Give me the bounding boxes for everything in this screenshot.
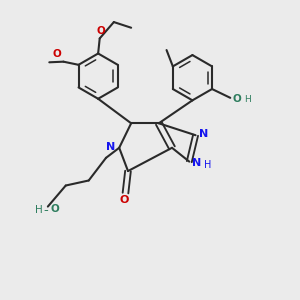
Text: O: O xyxy=(233,94,242,104)
Text: O: O xyxy=(50,204,59,214)
Text: -: - xyxy=(44,203,48,217)
Text: N: N xyxy=(106,142,115,152)
Text: O: O xyxy=(53,49,62,59)
Text: N: N xyxy=(192,158,201,168)
Text: H: H xyxy=(204,160,211,170)
Text: O: O xyxy=(96,26,105,36)
Text: N: N xyxy=(199,129,208,139)
Text: H: H xyxy=(34,206,42,215)
Text: O: O xyxy=(119,195,129,205)
Text: H: H xyxy=(244,95,251,104)
